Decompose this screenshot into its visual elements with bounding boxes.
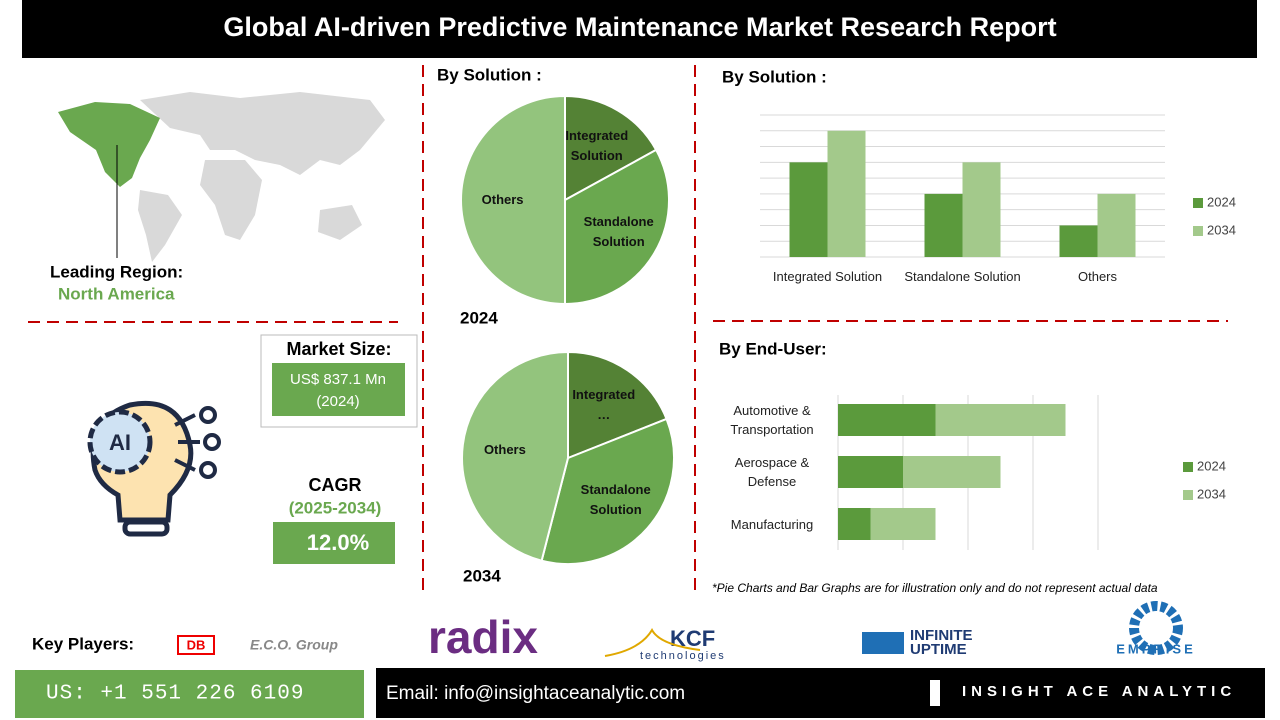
bar xyxy=(838,456,903,488)
logo-eco: E.C.O. Group xyxy=(250,637,338,653)
pie-slice xyxy=(564,148,670,306)
ai-icon xyxy=(87,400,221,537)
market-value-box xyxy=(272,363,405,416)
bar xyxy=(935,404,1066,436)
bar xyxy=(870,508,936,540)
icon-text: AI xyxy=(109,430,131,455)
pie-label: Others xyxy=(481,192,524,207)
pie-label: Standalone Solution xyxy=(580,482,651,518)
title-bar xyxy=(22,0,1257,58)
pie-label: Integrated Solution xyxy=(565,128,629,164)
key-players-label: Key Players: xyxy=(32,634,134,653)
pie-label: Standalone Solution xyxy=(583,213,654,249)
legend-label: 2024 xyxy=(1197,458,1226,473)
logo-frame xyxy=(177,635,215,655)
bar xyxy=(962,162,1001,257)
pie-label: Integrated… xyxy=(572,387,636,423)
cagr-label: CAGR xyxy=(309,475,362,495)
logo-kcf-sub: technologies xyxy=(640,650,726,662)
bar xyxy=(827,130,866,257)
x-tick-label: Integrated Solution xyxy=(772,269,883,284)
email-bar xyxy=(376,668,1265,718)
market-value: US$ 837.1 Mn xyxy=(290,371,386,388)
legend-swatch xyxy=(1193,198,1203,208)
region-value: North America xyxy=(58,284,175,303)
logo-radix: radix xyxy=(428,611,538,663)
bar xyxy=(838,508,871,540)
logo-db: DB xyxy=(187,637,206,652)
brand-mark xyxy=(930,680,940,706)
pie-slice xyxy=(567,350,668,460)
logo-kcf: KCF xyxy=(670,626,715,651)
pie-slice xyxy=(461,350,569,562)
phone: US: +1 551 226 6109 xyxy=(46,683,304,706)
bar xyxy=(924,193,963,257)
cagr-box xyxy=(273,522,395,564)
chart-title: By End-User: xyxy=(719,339,827,358)
brand: INSIGHT ACE ANALYTIC xyxy=(962,683,1236,700)
logo-infinite: INFINITE xyxy=(910,627,973,644)
chart-title: By Solution : xyxy=(437,65,542,84)
cagr-period: (2025-2034) xyxy=(289,498,382,517)
pie-slice xyxy=(460,94,566,306)
chart-subtitle: 2024 xyxy=(460,308,498,327)
legend-swatch xyxy=(1183,462,1193,472)
logo-emprise-gear xyxy=(1129,601,1183,655)
legend-swatch xyxy=(1183,490,1193,500)
logo-emprise: EMPRISE xyxy=(1116,641,1196,656)
market-year: (2024) xyxy=(316,393,359,410)
bar xyxy=(1059,225,1098,257)
legend-swatch xyxy=(1193,226,1203,236)
legend-label: 2034 xyxy=(1207,222,1236,237)
title: Global AI-driven Predictive Maintenance … xyxy=(223,12,1056,42)
market-label: Market Size: xyxy=(286,339,391,359)
y-tick-label: Aerospace & Defense xyxy=(734,455,810,489)
pie-label: Others xyxy=(483,442,526,458)
x-tick-label: Others xyxy=(1077,269,1117,284)
chart-subtitle: 2034 xyxy=(463,566,501,585)
cagr-value: 12.0% xyxy=(307,530,369,555)
bar xyxy=(903,456,1001,488)
y-tick-label: Automotive & Transportation xyxy=(730,403,814,437)
x-tick-label: Standalone Solution xyxy=(904,269,1021,284)
pie-slice xyxy=(564,94,658,202)
logo-kcf-swoosh xyxy=(604,627,701,657)
logo-uptime: UPTIME xyxy=(910,641,967,658)
bar xyxy=(789,162,828,257)
logo-infinite-mark xyxy=(862,632,904,654)
note: *Pie Charts and Bar Graphs are for illus… xyxy=(712,581,1158,595)
pie-slice xyxy=(540,417,675,565)
chart-title: By Solution : xyxy=(722,67,827,86)
region-label: Leading Region: xyxy=(50,262,183,281)
bar xyxy=(1097,193,1136,257)
legend-label: 2024 xyxy=(1207,194,1236,209)
dividers xyxy=(28,65,1228,590)
phone-bar xyxy=(15,670,364,718)
bar xyxy=(838,404,936,436)
email: Email: info@insightaceanalytic.com xyxy=(386,683,685,704)
y-tick-label: Manufacturing xyxy=(730,516,814,532)
world-map xyxy=(58,92,385,262)
legend-label: 2034 xyxy=(1197,486,1226,501)
